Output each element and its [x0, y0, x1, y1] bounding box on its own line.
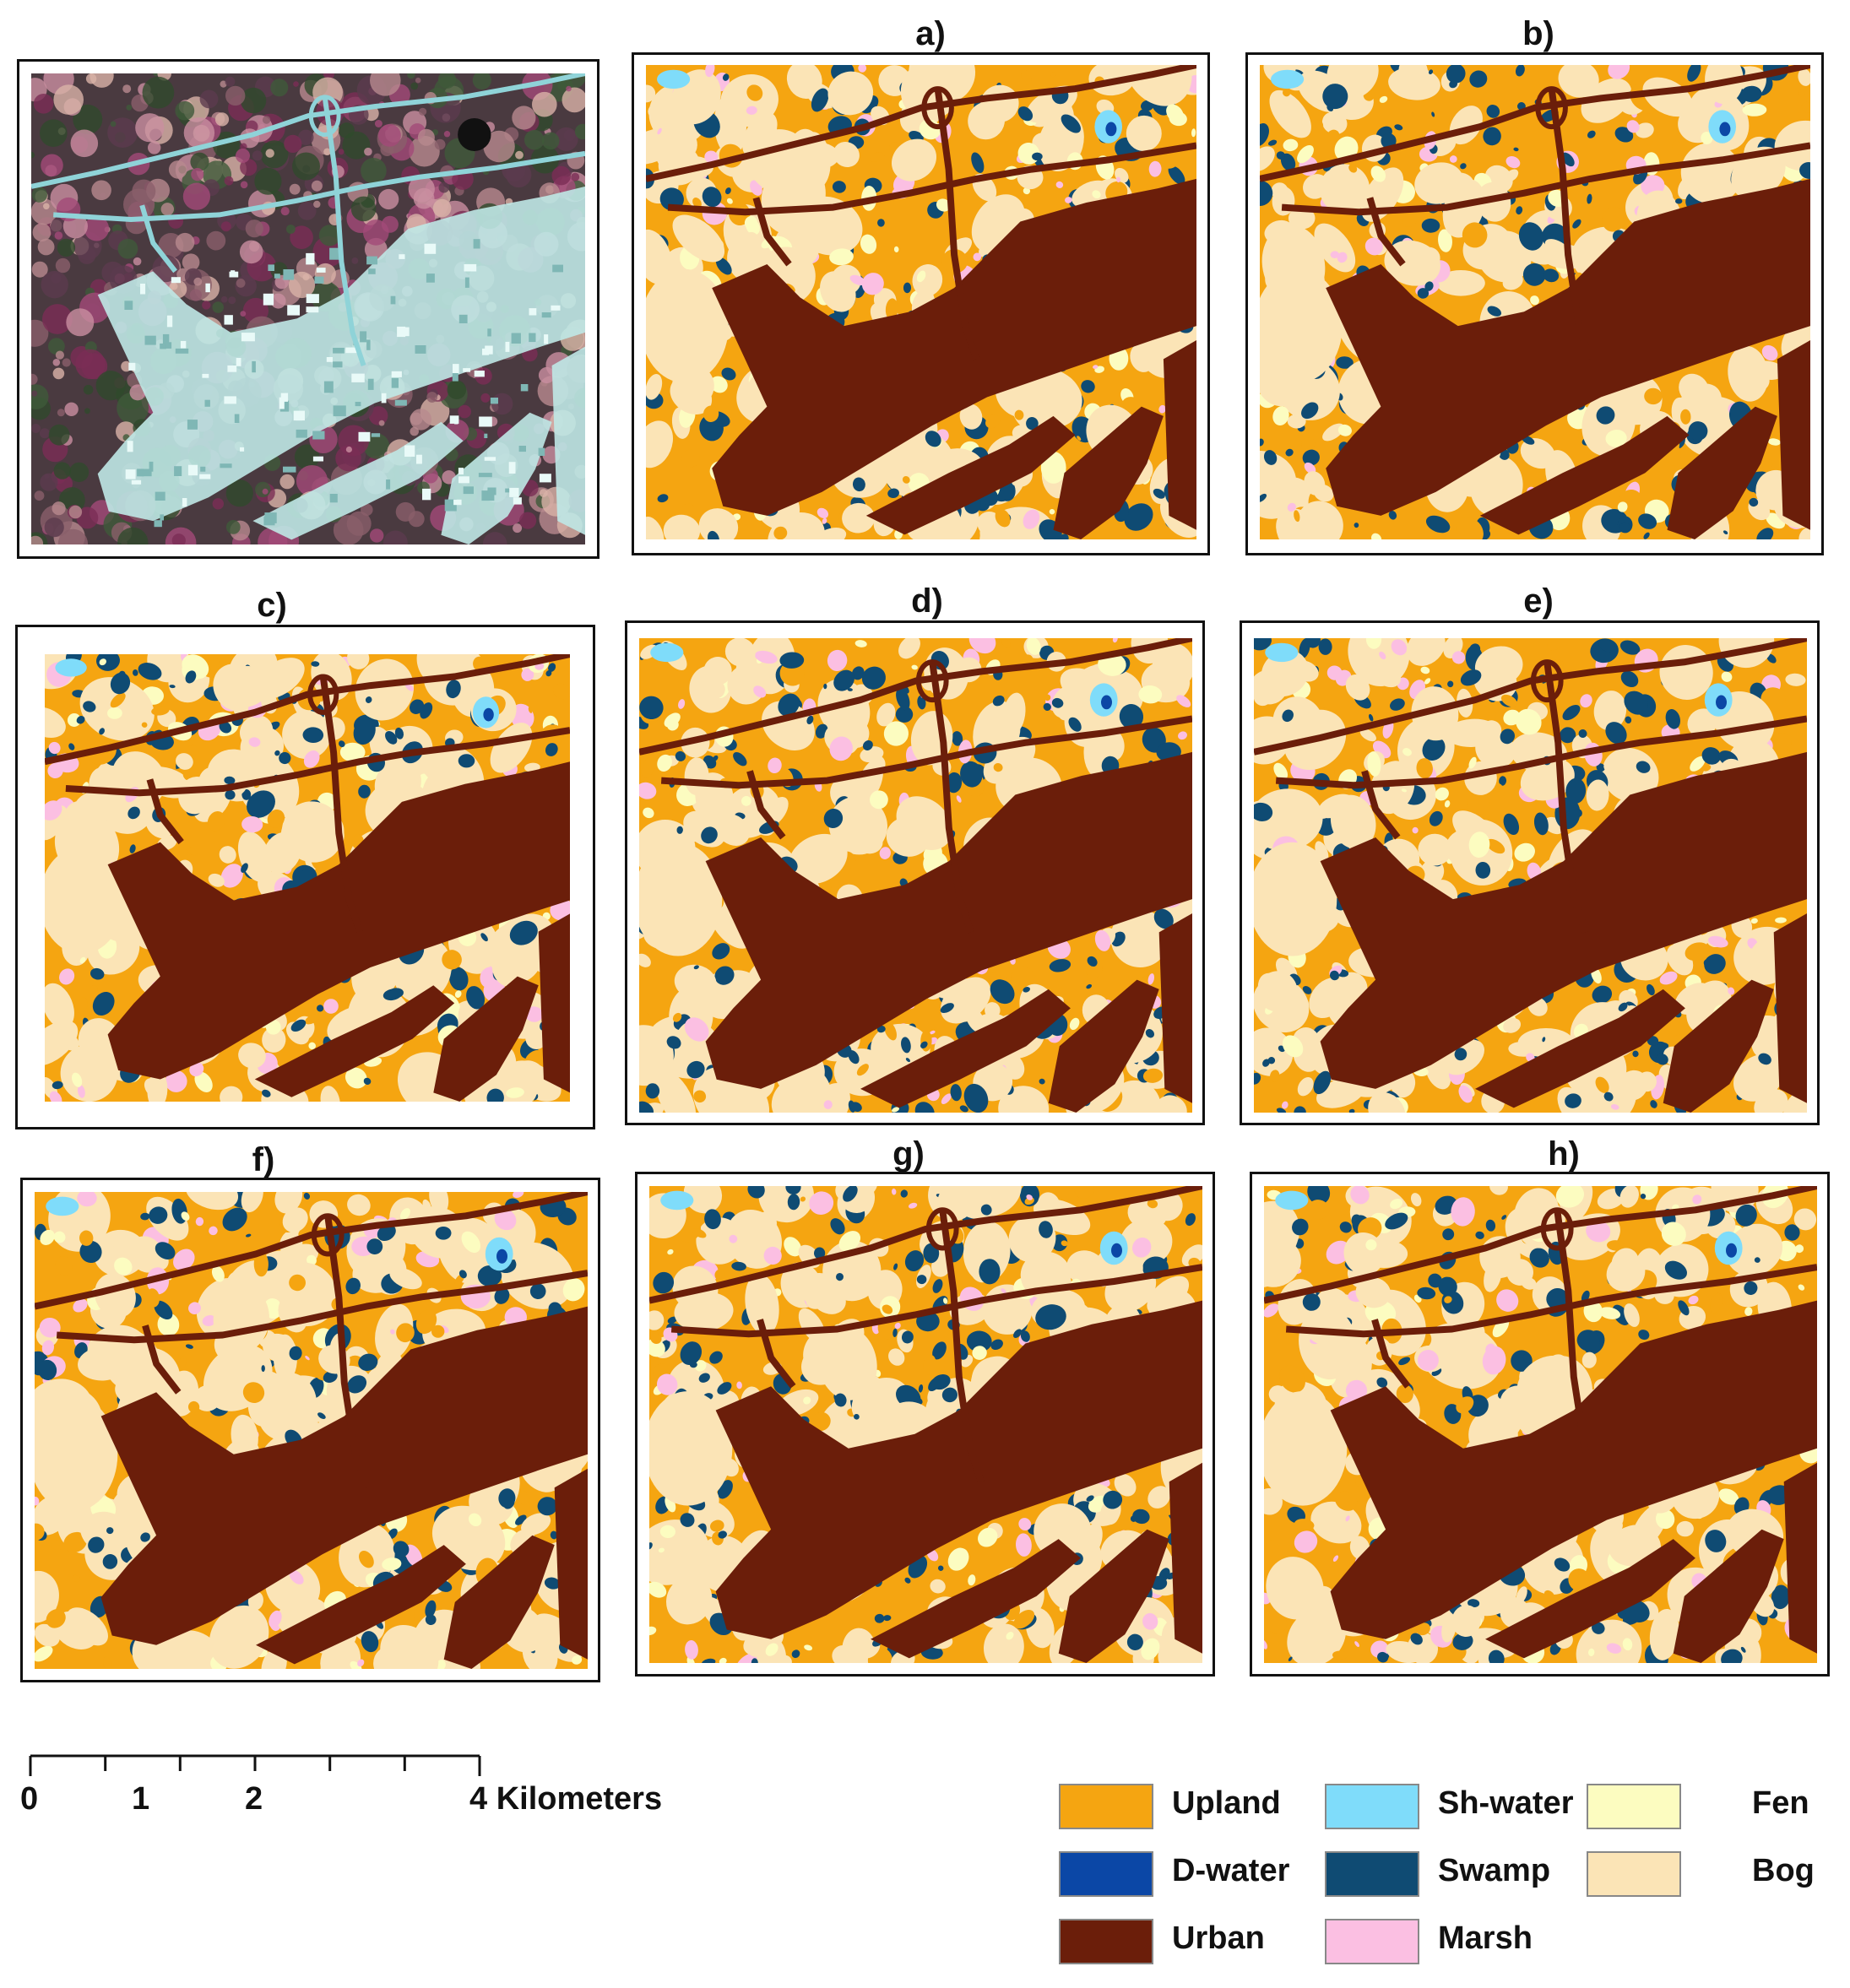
- legend-label-upland: Upland: [1172, 1785, 1281, 1821]
- panel-c: [15, 625, 595, 1129]
- satellite-image: [31, 73, 585, 544]
- legend-item-sh-water: Sh-water: [1313, 1777, 1575, 1829]
- legend-label-marsh: Marsh: [1438, 1920, 1533, 1956]
- legend-label-urban: Urban: [1172, 1920, 1265, 1956]
- panel-label-c: c): [257, 587, 287, 624]
- legend-swatch-swamp: [1325, 1851, 1419, 1897]
- legend-swatch-marsh: [1325, 1919, 1419, 1964]
- classified-map-f: [35, 1192, 588, 1669]
- legend-label-sh-water: Sh-water: [1438, 1785, 1574, 1821]
- panel-label-f: f): [252, 1141, 275, 1178]
- legend-item-swamp: Swamp: [1313, 1844, 1575, 1897]
- scale-label-4: 4 Kilometers: [469, 1781, 663, 1817]
- legend: Upland Sh-water Fen D-water Swamp Bog Ur…: [1047, 1777, 1832, 1980]
- classified-map-g: [649, 1186, 1202, 1663]
- panel-h: [1250, 1172, 1830, 1677]
- legend-swatch-bog: [1587, 1851, 1681, 1897]
- legend-swatch-sh-water: [1325, 1784, 1419, 1829]
- scale-label-1: 1: [132, 1781, 150, 1817]
- legend-item-bog: Bog: [1575, 1844, 1836, 1897]
- scale-label-2: 2: [245, 1781, 263, 1817]
- panel-label-h: h): [1548, 1135, 1580, 1173]
- legend-swatch-urban: [1059, 1919, 1153, 1964]
- legend-swatch-upland: [1059, 1784, 1153, 1829]
- legend-swatch-d-water: [1059, 1851, 1153, 1897]
- classified-map-e: [1254, 638, 1807, 1113]
- panel-f: [20, 1178, 600, 1682]
- classified-map-h: [1264, 1186, 1817, 1663]
- classified-map-c: [45, 654, 570, 1102]
- legend-item-upland: Upland: [1047, 1777, 1309, 1829]
- legend-label-bog: Bog: [1752, 1853, 1815, 1888]
- panel-a: [632, 52, 1210, 555]
- panel-satellite: [17, 59, 599, 559]
- legend-item-d-water: D-water: [1047, 1844, 1309, 1897]
- classified-map-b: [1260, 65, 1810, 539]
- legend-label-swamp: Swamp: [1438, 1853, 1551, 1888]
- classified-map-a: [646, 65, 1196, 539]
- panel-label-d: d): [911, 582, 943, 620]
- legend-label-fen: Fen: [1752, 1785, 1809, 1821]
- panel-label-e: e): [1523, 582, 1554, 620]
- legend-item-fen: Fen: [1575, 1777, 1836, 1829]
- panel-d: [625, 620, 1205, 1125]
- panel-label-g: g): [892, 1135, 925, 1173]
- panel-b: [1245, 52, 1824, 555]
- panel-label-b: b): [1522, 15, 1554, 52]
- panel-label-a: a): [915, 15, 946, 52]
- panel-g: [635, 1172, 1215, 1677]
- legend-item-urban: Urban: [1047, 1912, 1309, 1964]
- legend-item-marsh: Marsh: [1313, 1912, 1575, 1964]
- legend-swatch-fen: [1587, 1784, 1681, 1829]
- scale-label-0: 0: [20, 1781, 39, 1817]
- classified-map-d: [639, 638, 1192, 1113]
- legend-label-d-water: D-water: [1172, 1853, 1290, 1888]
- scale-bar: [29, 1754, 481, 1776]
- panel-e: [1240, 620, 1820, 1125]
